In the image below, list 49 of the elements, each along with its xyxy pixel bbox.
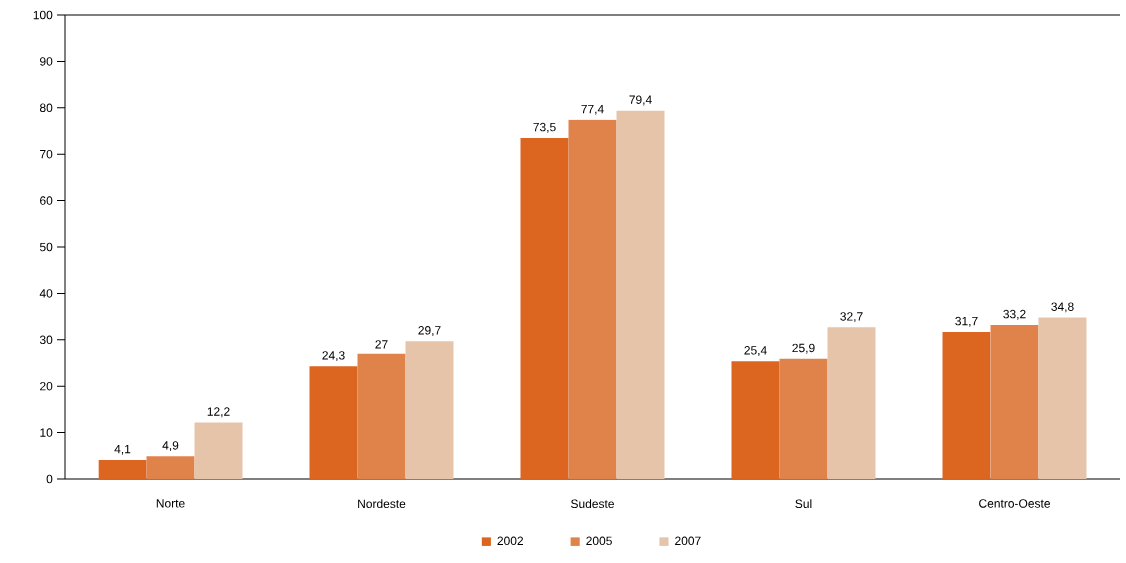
- y-tick-label: 80: [39, 103, 53, 113]
- data-label: 32,7: [840, 312, 863, 323]
- y-tick-label: 0: [46, 474, 53, 484]
- y-tick-label: 100: [33, 10, 53, 20]
- bar: [779, 358, 828, 479]
- legend-label: 2005: [586, 536, 612, 546]
- bar: [827, 327, 876, 479]
- bar: [731, 361, 780, 479]
- bar: [405, 341, 454, 479]
- bar: [98, 459, 147, 479]
- bar: [990, 324, 1039, 479]
- data-label: 33,2: [1003, 309, 1026, 320]
- y-tick-label: 10: [40, 428, 53, 437]
- y-tick-label: 70: [40, 149, 53, 159]
- data-label: 4,9: [162, 441, 179, 452]
- bar: [568, 119, 617, 479]
- bar: [616, 110, 665, 479]
- x-tick-label: Sudeste: [571, 499, 614, 509]
- data-label: 77,4: [581, 104, 604, 115]
- data-label: 31,7: [955, 316, 978, 327]
- data-label: 25,9: [792, 343, 815, 354]
- bar: [520, 137, 569, 479]
- y-tick-label: 50: [39, 242, 53, 252]
- y-tick-label: 20: [40, 381, 53, 391]
- bar: [942, 331, 991, 479]
- x-tick-label: Sul: [795, 499, 812, 509]
- y-tick-label: 30: [39, 335, 53, 345]
- x-tick-label: Nordeste: [358, 499, 406, 509]
- data-label: 12,2: [207, 407, 230, 418]
- bar: [1038, 317, 1087, 479]
- legend-label: 2002: [497, 536, 523, 546]
- y-tick-label: 40: [39, 289, 53, 298]
- x-tick-label: Norte: [156, 499, 185, 508]
- bar: [309, 366, 358, 479]
- y-tick-label: 60: [40, 196, 53, 205]
- data-label: 4,1: [114, 444, 131, 455]
- data-label: 27: [375, 340, 388, 349]
- bar: [146, 456, 195, 479]
- bar: [194, 422, 243, 479]
- bar: [357, 353, 406, 479]
- x-tick-label: Centro-Oeste: [979, 499, 1050, 508]
- data-label: 73,5: [533, 122, 556, 133]
- data-label: 29,7: [418, 326, 441, 336]
- legend-label: 2007: [675, 536, 701, 546]
- data-label: 79,4: [629, 95, 652, 106]
- data-label: 25,4: [744, 346, 767, 356]
- data-label: 24,3: [322, 351, 345, 362]
- y-tick-label: 90: [40, 57, 53, 66]
- data-label: 34,8: [1051, 302, 1074, 313]
